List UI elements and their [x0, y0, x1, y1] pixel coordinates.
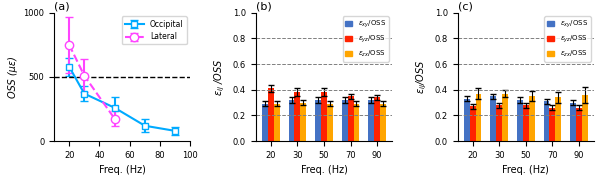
Bar	[327, 104, 333, 141]
Legend: $\varepsilon_{xy}$/OSS, $\varepsilon_{yz}$/OSS, $\varepsilon_{zx}$/OSS: $\varepsilon_{xy}$/OSS, $\varepsilon_{yz…	[343, 16, 389, 62]
Text: (a): (a)	[54, 2, 70, 12]
Bar	[556, 98, 561, 141]
Bar	[368, 100, 374, 141]
Bar	[342, 100, 347, 141]
Bar	[550, 108, 556, 141]
Bar	[544, 101, 550, 141]
Bar	[315, 100, 321, 141]
Bar	[289, 100, 295, 141]
Bar	[464, 99, 470, 141]
Legend: $\varepsilon_{xy}$/OSS, $\varepsilon_{yz}$/OSS, $\varepsilon_{zx}$/OSS: $\varepsilon_{xy}$/OSS, $\varepsilon_{yz…	[544, 16, 590, 62]
Bar	[576, 108, 582, 141]
Bar	[262, 104, 268, 141]
Bar	[301, 103, 306, 141]
Y-axis label: OSS (με): OSS (με)	[8, 56, 18, 98]
Bar	[529, 96, 535, 141]
Bar	[502, 94, 508, 141]
Bar	[321, 92, 327, 141]
X-axis label: Freq. (Hz): Freq. (Hz)	[99, 165, 146, 175]
Text: (c): (c)	[458, 2, 473, 12]
Bar	[570, 103, 576, 141]
X-axis label: Freq. (Hz): Freq. (Hz)	[502, 165, 549, 175]
X-axis label: Freq. (Hz): Freq. (Hz)	[301, 165, 347, 175]
Bar	[582, 95, 588, 141]
Bar	[496, 105, 502, 141]
Y-axis label: $\varepsilon_{ij}$ /OSS: $\varepsilon_{ij}$ /OSS	[213, 58, 227, 96]
Bar	[380, 104, 386, 141]
Bar	[353, 104, 359, 141]
Bar	[476, 94, 481, 141]
Bar	[374, 98, 380, 141]
Bar	[268, 89, 274, 141]
Bar	[470, 106, 476, 141]
Bar	[523, 105, 529, 141]
Bar	[274, 104, 280, 141]
Bar	[295, 92, 301, 141]
Bar	[517, 100, 523, 141]
Bar	[347, 96, 353, 141]
Bar	[490, 96, 496, 141]
Text: (b): (b)	[256, 2, 272, 12]
Y-axis label: $\varepsilon_{ij}$/OSS: $\varepsilon_{ij}$/OSS	[415, 60, 429, 94]
Legend: Occipital, Lateral: Occipital, Lateral	[122, 16, 187, 44]
